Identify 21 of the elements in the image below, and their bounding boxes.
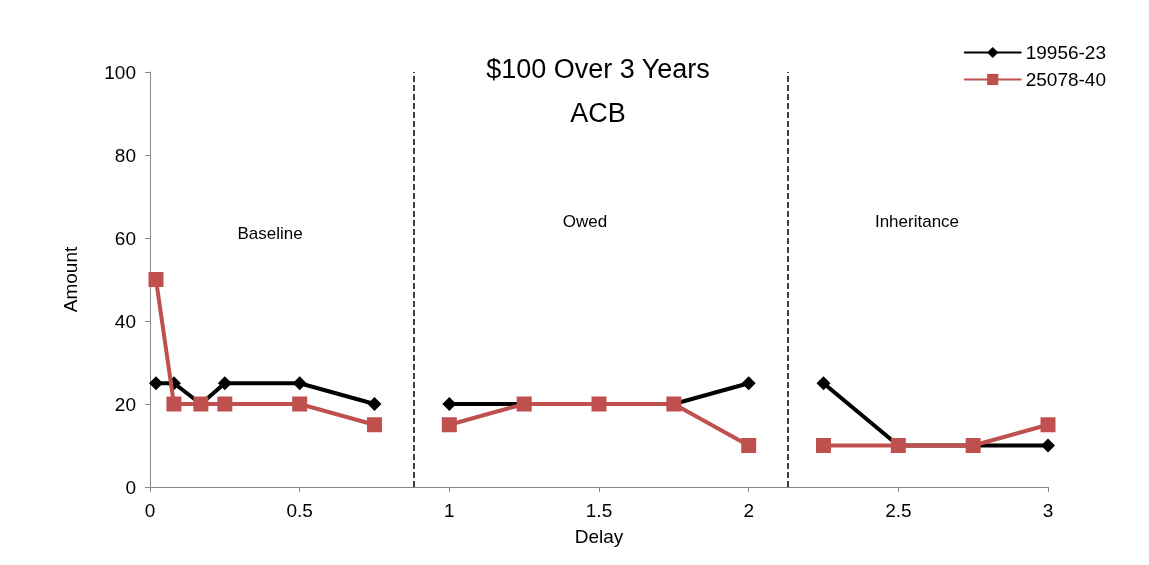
- x-tick-label: 1.5: [585, 500, 613, 521]
- annotation: Baseline: [237, 223, 303, 243]
- y-tick-label: 60: [114, 227, 136, 249]
- x-tick-label: 2.5: [885, 500, 912, 521]
- x-tick-label: 1: [444, 500, 455, 521]
- legend-label: 19956-23: [1025, 42, 1106, 63]
- chart-title: $100 Over 3 Years ACB: [486, 54, 710, 128]
- x-tick-label: 3: [1042, 500, 1054, 521]
- annotation: Inheritance: [874, 211, 960, 231]
- y-tick-label: 0: [125, 476, 136, 498]
- y-axis-title: Amount: [60, 246, 81, 313]
- y-tick-label: 100: [104, 61, 136, 83]
- x-tick-label: 2: [743, 500, 754, 521]
- y-tick-label: 80: [114, 144, 136, 166]
- x-tick-label: 0.5: [286, 500, 313, 521]
- annotation: Owed: [562, 211, 608, 231]
- x-axis-title: Delay: [574, 526, 624, 547]
- x-tick-label: 0: [144, 500, 156, 521]
- y-tick-label: 20: [114, 393, 136, 415]
- legend-label: 25078-40: [1025, 69, 1106, 90]
- y-tick-label: 40: [114, 310, 136, 332]
